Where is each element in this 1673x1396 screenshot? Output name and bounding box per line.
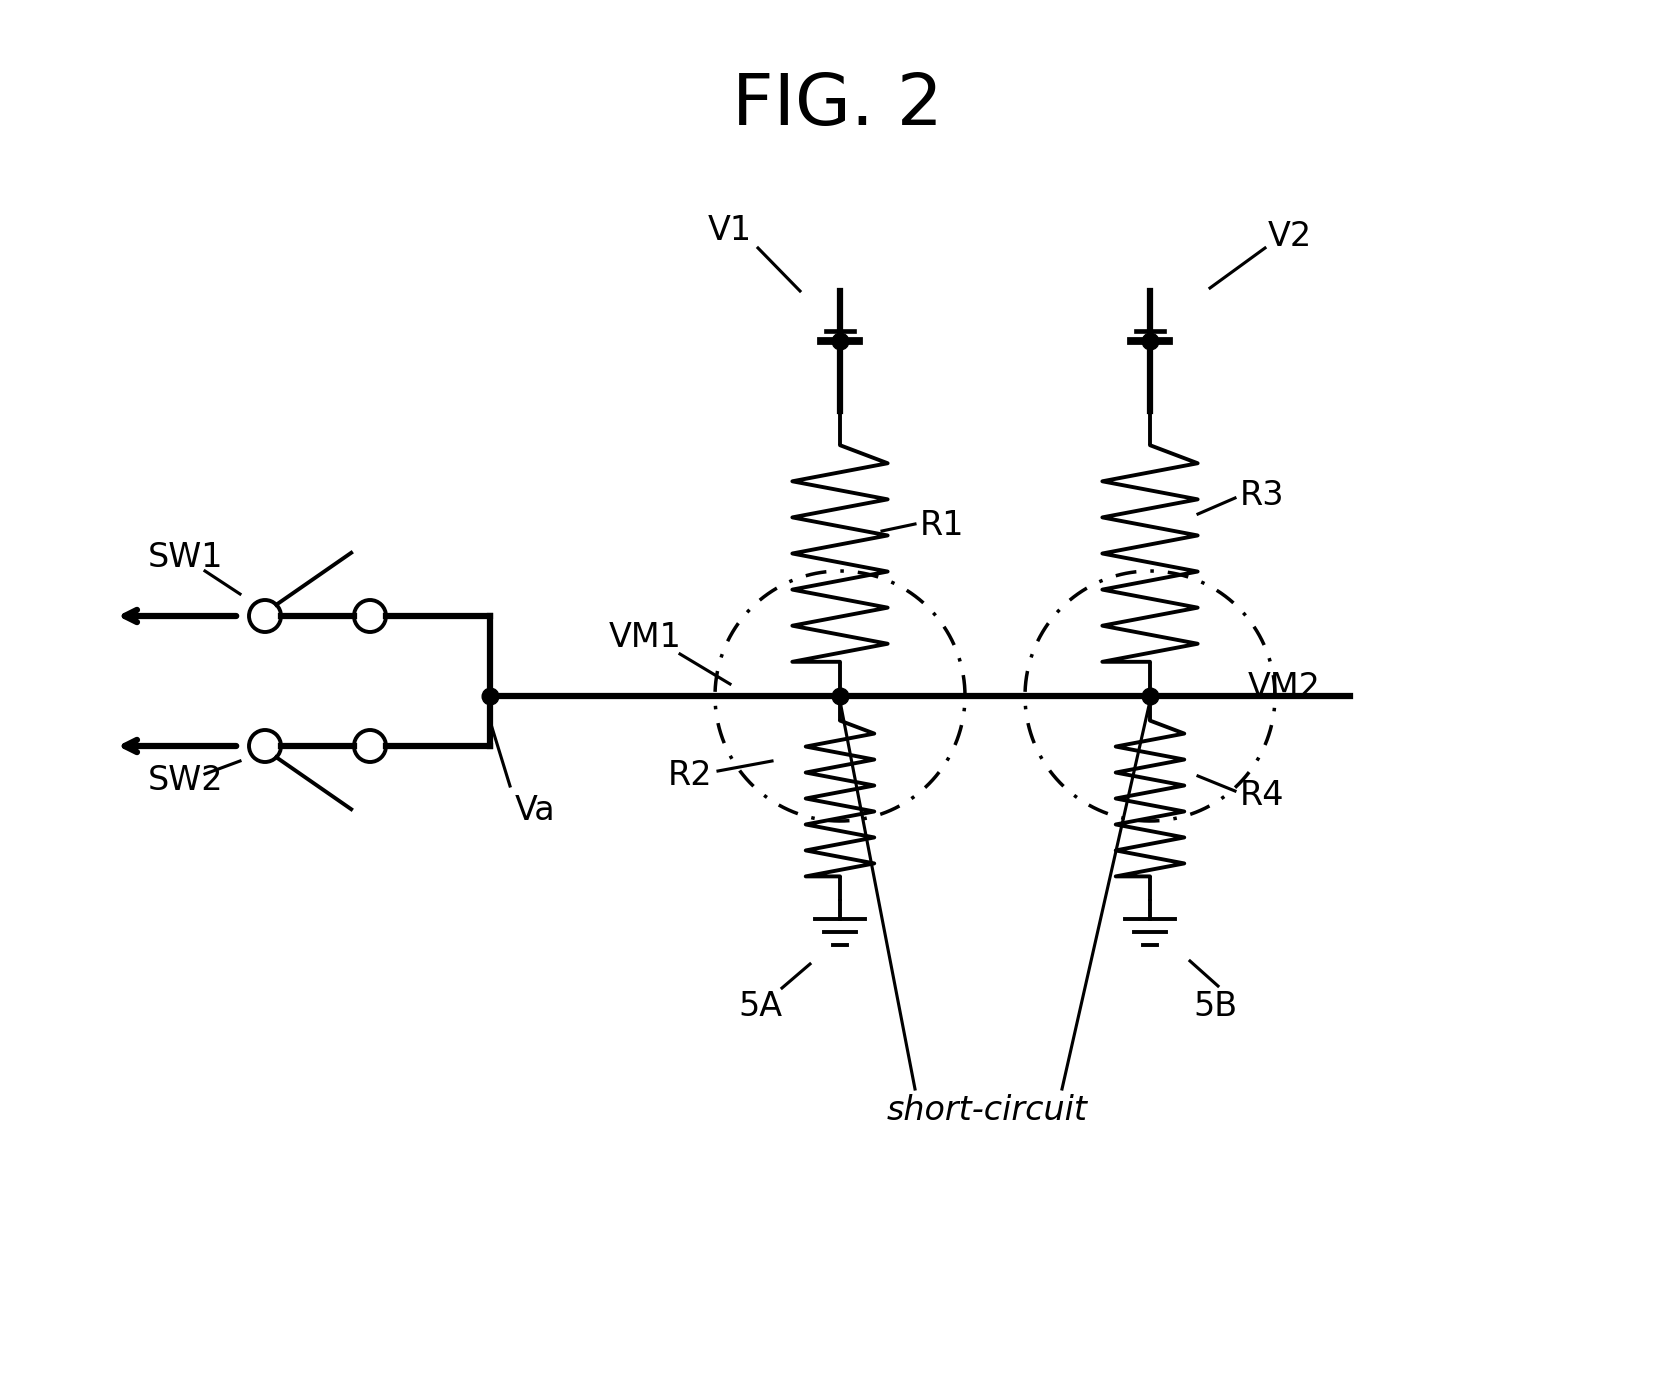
Text: R2: R2 [668, 759, 711, 793]
Text: SW1: SW1 [147, 542, 224, 575]
Text: R4: R4 [1240, 779, 1283, 812]
Text: 5B: 5B [1193, 990, 1236, 1022]
Text: V2: V2 [1266, 219, 1312, 253]
Text: V1: V1 [708, 215, 751, 247]
Text: Va: Va [514, 794, 555, 828]
Text: VM1: VM1 [609, 621, 681, 655]
Text: short-circuit: short-circuit [887, 1094, 1087, 1128]
Text: R3: R3 [1240, 479, 1283, 512]
Text: VM2: VM2 [1248, 671, 1320, 705]
Text: 5A: 5A [738, 990, 781, 1022]
Text: R1: R1 [920, 510, 964, 543]
Text: FIG. 2: FIG. 2 [731, 71, 942, 141]
Text: SW2: SW2 [147, 765, 224, 797]
